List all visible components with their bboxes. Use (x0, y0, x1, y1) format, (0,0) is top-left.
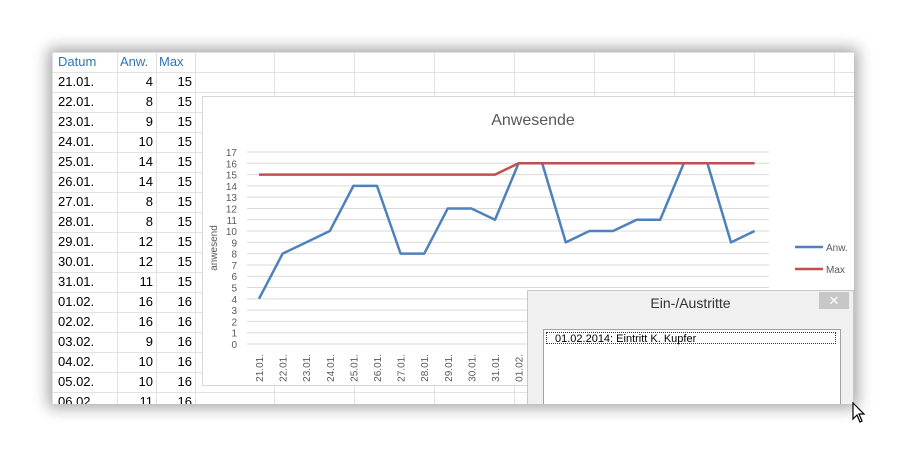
cell[interactable]: 02.02. (58, 314, 95, 329)
cell[interactable]: 16 (177, 394, 192, 404)
cell[interactable]: 10 (138, 134, 153, 149)
legend-label: Anw. (826, 243, 848, 254)
cell[interactable]: 26.01. (58, 174, 95, 189)
x-tick-label: 30.01. (467, 354, 478, 382)
y-tick-label: 7 (231, 261, 237, 272)
x-tick-label: 26.01. (373, 354, 384, 382)
cell[interactable]: 12 (138, 234, 153, 249)
column-header[interactable]: Datum (58, 54, 97, 69)
cell[interactable]: 16 (177, 374, 192, 389)
x-tick-label: 22.01. (279, 354, 290, 382)
close-button[interactable]: ✕ (819, 292, 849, 309)
y-tick-label: 6 (231, 272, 237, 283)
cell[interactable]: 8 (145, 194, 153, 209)
cell[interactable]: 11 (139, 274, 154, 289)
cell[interactable]: 05.02. (58, 374, 95, 389)
cell[interactable]: 15 (177, 174, 192, 189)
x-tick-label: 24.01. (326, 354, 337, 382)
y-tick-label: 12 (226, 204, 238, 215)
cell[interactable]: 10 (138, 354, 153, 369)
column-header[interactable]: Anw. (120, 54, 149, 69)
y-tick-label: 5 (231, 284, 237, 295)
x-tick-label: 27.01. (397, 354, 408, 382)
cell[interactable]: 8 (145, 214, 153, 229)
cell[interactable]: 15 (177, 114, 192, 129)
x-tick-label: 28.01. (420, 354, 431, 382)
cell[interactable]: 15 (177, 214, 192, 229)
cell[interactable]: 01.02. (58, 294, 95, 309)
y-tick-label: 0 (231, 340, 237, 351)
cell[interactable]: 15 (177, 134, 192, 149)
cell[interactable]: 10 (138, 374, 153, 389)
cell[interactable]: 15 (177, 94, 192, 109)
cell[interactable]: 16 (177, 354, 192, 369)
cell[interactable]: 15 (177, 254, 192, 269)
cell[interactable]: 15 (177, 154, 192, 169)
y-tick-label: 1 (231, 329, 237, 340)
cell[interactable]: 30.01. (58, 254, 95, 269)
mouse-pointer-icon (852, 402, 866, 423)
cell[interactable]: 28.01. (58, 214, 95, 229)
cell[interactable]: 29.01. (58, 234, 95, 249)
y-tick-label: 8 (231, 250, 237, 261)
cell[interactable]: 21.01. (58, 74, 95, 89)
series-line-max (259, 162, 755, 176)
close-icon: ✕ (828, 293, 840, 308)
y-tick-label: 14 (226, 182, 238, 193)
cell[interactable]: 11 (139, 394, 154, 404)
x-tick-label: 21.01. (255, 354, 266, 382)
cell[interactable]: 14 (138, 154, 153, 169)
legend-label: Max (826, 265, 845, 276)
x-tick-label: 01.02. (515, 354, 526, 382)
cell[interactable]: 15 (177, 74, 192, 89)
cell[interactable]: 31.01. (58, 274, 95, 289)
y-tick-label: 15 (226, 171, 238, 182)
y-tick-label: 16 (226, 159, 238, 170)
y-tick-label: 13 (226, 193, 238, 204)
cell[interactable]: 15 (177, 274, 192, 289)
cell[interactable]: 15 (177, 194, 192, 209)
y-tick-label: 11 (227, 216, 238, 227)
excel-window: Datum Anw. Max 21.01. 4 15 22.01. 8 15 23.01. 9 15 2… (52, 52, 854, 404)
cell[interactable]: 9 (145, 114, 153, 129)
cell[interactable]: 06.02. (58, 394, 95, 404)
cell[interactable]: 22.01. (58, 94, 95, 109)
x-tick-label: 31.01. (491, 354, 502, 382)
cell[interactable]: 24.01. (58, 134, 95, 149)
cell[interactable]: 27.01. (58, 194, 95, 209)
y-tick-label: 2 (231, 317, 237, 328)
cell[interactable]: 16 (177, 294, 192, 309)
y-tick-label: 9 (231, 238, 237, 249)
cell[interactable]: 9 (145, 334, 153, 349)
dialog-title: Ein-/Austritte (650, 295, 731, 311)
y-tick-label: 3 (231, 306, 237, 317)
cell[interactable]: 12 (138, 254, 153, 269)
y-axis-label: anwesend (209, 225, 220, 271)
cell[interactable]: 4 (145, 74, 153, 89)
cell[interactable]: 03.02. (58, 334, 95, 349)
series-line-anw (257, 162, 756, 300)
cell[interactable]: 15 (177, 234, 192, 249)
y-tick-label: 17 (226, 148, 238, 159)
cell[interactable]: 23.01. (58, 114, 95, 129)
y-tick-label: 4 (231, 295, 237, 306)
x-tick-label: 23.01. (302, 354, 313, 382)
column-header[interactable]: Max (159, 54, 184, 69)
cell[interactable]: 16 (138, 294, 153, 309)
x-tick-label: 29.01. (444, 354, 455, 382)
y-tick-label: 10 (226, 227, 238, 238)
cell[interactable]: 8 (145, 94, 153, 109)
cell[interactable]: 14 (138, 174, 153, 189)
cell[interactable]: 16 (138, 314, 153, 329)
ein-austritte-dialog: Ein-/Austritte ✕ 01.02.2014: Eintritt K.… (527, 290, 854, 404)
chart-title: Anwesende (491, 112, 575, 129)
cell[interactable]: 04.02. (58, 354, 95, 369)
list-item[interactable]: 01.02.2014: Eintritt K. Kupfer (546, 332, 836, 345)
cell[interactable]: 16 (177, 334, 192, 349)
cell[interactable]: 16 (177, 314, 192, 329)
x-tick-label: 25.01. (349, 354, 360, 382)
entries-listbox[interactable]: 01.02.2014: Eintritt K. Kupfer (543, 329, 841, 404)
cell[interactable]: 25.01. (58, 154, 95, 169)
